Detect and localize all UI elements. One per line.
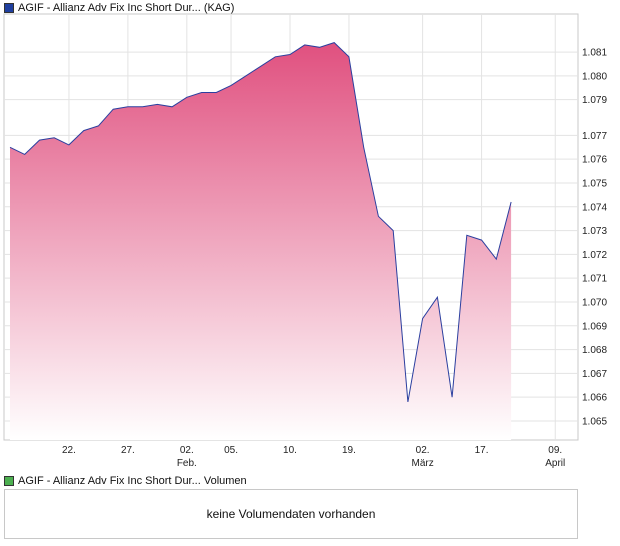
- y-tick-label: 1.067: [582, 369, 607, 380]
- y-tick-label: 1.081: [582, 48, 607, 59]
- x-tick-label: 05.: [224, 445, 238, 456]
- volume-legend-swatch: [4, 476, 14, 486]
- y-tick-label: 1.066: [582, 393, 607, 404]
- y-tick-label: 1.071: [582, 274, 607, 285]
- price-legend-swatch: [4, 3, 14, 13]
- x-tick-label: 02.: [416, 445, 430, 456]
- x-tick-label: 19.: [342, 445, 356, 456]
- price-area-fill: [10, 42, 512, 440]
- x-tick-label: 10.: [283, 445, 297, 456]
- x-tick-label: 22.: [62, 445, 76, 456]
- price-chart: 1.081 1.080 1.079 1.077 1.076 1.075 1.074 1.073…: [3, 13, 607, 469]
- price-line: [9, 42, 512, 402]
- y-tick-label: 1.080: [582, 71, 607, 82]
- x-tick-label: 02.: [180, 445, 194, 456]
- y-tick-label: 1.073: [582, 226, 607, 237]
- y-tick-label: 1.079: [582, 95, 607, 106]
- y-tick-label: 1.065: [582, 416, 607, 427]
- x-tick-label: 09.: [548, 445, 562, 456]
- x-tick-month-label: April: [545, 458, 565, 469]
- y-tick-label: 1.075: [582, 178, 607, 189]
- y-tick-label: 1.076: [582, 155, 607, 166]
- price-legend-label: AGIF - Allianz Adv Fix Inc Short Dur... …: [18, 2, 235, 14]
- y-tick-label: 1.069: [582, 321, 607, 332]
- x-axis-ticks: 22. 27. 02. Feb. 05. 10. 19. 02. März 17. 09. April: [62, 445, 565, 469]
- y-axis-ticks: 1.081 1.080 1.079 1.077 1.076 1.075 1.074 1.073…: [582, 48, 607, 428]
- x-tick-month-label: Feb.: [177, 458, 197, 469]
- volume-legend: AGIF - Allianz Adv Fix Inc Short Dur... …: [4, 474, 247, 488]
- volume-legend-label: AGIF - Allianz Adv Fix Inc Short Dur... …: [18, 475, 247, 487]
- volume-panel: keine Volumendaten vorhanden: [4, 489, 578, 539]
- volume-empty-message: keine Volumendaten vorhanden: [206, 507, 376, 521]
- y-tick-label: 1.068: [582, 345, 607, 356]
- y-tick-label: 1.074: [582, 202, 607, 213]
- x-tick-label: 27.: [121, 445, 135, 456]
- y-tick-label: 1.072: [582, 250, 607, 261]
- y-tick-label: 1.077: [582, 131, 607, 142]
- x-tick-month-label: März: [412, 458, 434, 469]
- x-tick-label: 17.: [475, 445, 489, 456]
- y-tick-label: 1.070: [582, 297, 607, 308]
- price-legend: AGIF - Allianz Adv Fix Inc Short Dur... …: [4, 1, 234, 15]
